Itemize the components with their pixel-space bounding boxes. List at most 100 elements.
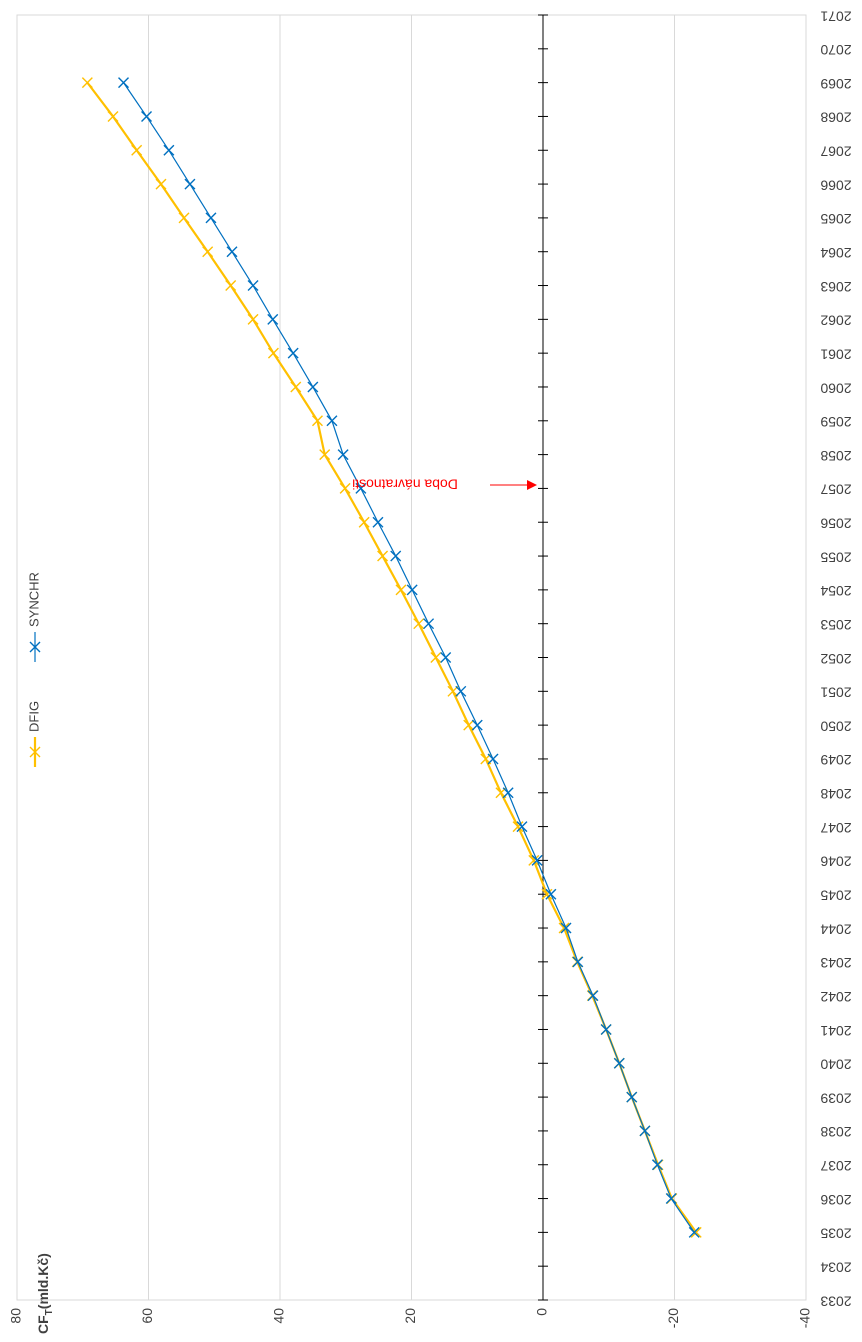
legend-label: DFIG (26, 701, 41, 732)
x-tick-label: 2063 (820, 279, 851, 295)
marker (688, 1226, 700, 1238)
y-tick-label: 80 (8, 1308, 24, 1324)
marker (471, 719, 483, 731)
x-tick-label: 2057 (820, 482, 851, 498)
marker (651, 1159, 663, 1171)
x-tick-label: 2059 (820, 414, 851, 430)
x-tick-label: 2052 (820, 651, 851, 667)
marker (355, 482, 367, 494)
x-tick-label: 2067 (820, 144, 851, 160)
x-tick-label: 2070 (820, 42, 851, 58)
marker (545, 888, 557, 900)
marker (339, 482, 351, 494)
marker (406, 584, 418, 596)
x-tick-label: 2065 (820, 211, 851, 227)
marker (225, 280, 237, 292)
marker (337, 449, 349, 461)
x-tick-label: 2055 (820, 549, 851, 565)
y-label-sub: T (44, 1309, 55, 1315)
marker (541, 888, 553, 900)
marker (372, 516, 384, 528)
marker (531, 854, 543, 866)
marker (118, 77, 130, 89)
y-tick-label: 60 (139, 1308, 155, 1324)
marker (560, 922, 572, 934)
x-tick-label: 2053 (820, 617, 851, 633)
marker (377, 550, 389, 562)
marker (247, 313, 259, 325)
y-tick-label: 0 (534, 1308, 550, 1316)
marker (326, 415, 338, 427)
legend-marker (29, 746, 41, 758)
marker (307, 381, 319, 393)
marker (665, 1193, 677, 1205)
marker (319, 449, 331, 461)
x-tick-label: 2051 (820, 685, 851, 701)
x-tick-label: 2040 (820, 1057, 851, 1073)
x-tick-label: 2066 (820, 177, 851, 193)
rotated-chart: CFT(mld.Kč) -40-200204060802033203420352… (8, 8, 852, 1334)
x-tick-label: 2033 (820, 1293, 851, 1309)
marker (613, 1057, 625, 1069)
x-tick-label: 2054 (820, 583, 851, 599)
marker (455, 685, 467, 697)
marker (516, 821, 528, 833)
x-tick-label: 2045 (820, 888, 851, 904)
marker (463, 719, 475, 731)
marker (528, 854, 540, 866)
annotation: Doba návratnosti (352, 476, 458, 492)
marker (202, 246, 214, 258)
marker (587, 990, 599, 1002)
marker (178, 212, 190, 224)
x-tick-label: 2037 (820, 1158, 851, 1174)
x-tick-label: 2064 (820, 245, 851, 261)
marker (487, 753, 499, 765)
marker (395, 584, 407, 596)
marker (267, 313, 279, 325)
marker (184, 178, 196, 190)
marker (247, 280, 259, 292)
marker (81, 77, 93, 89)
x-tick-label: 2050 (820, 718, 851, 734)
x-tick-label: 2046 (820, 854, 851, 870)
marker (626, 1091, 638, 1103)
marker (358, 516, 370, 528)
marker (163, 144, 175, 156)
y-axis-label: CFT(mld.Kč) (35, 1253, 55, 1334)
x-tick-label: 2069 (820, 76, 851, 92)
marker (290, 381, 302, 393)
y-label-main: CF (35, 1315, 51, 1334)
y-label-unit: (mld.Kč) (35, 1253, 51, 1309)
marker (430, 652, 442, 663)
x-tick-label: 2048 (820, 786, 851, 802)
x-tick-label: 2062 (820, 313, 851, 329)
marker (141, 110, 153, 122)
marker (131, 144, 143, 156)
marker (267, 347, 279, 359)
x-tick-label: 2049 (820, 752, 851, 768)
x-tick-label: 2034 (820, 1259, 851, 1275)
x-tick-label: 2061 (820, 346, 851, 362)
marker (423, 618, 435, 630)
marker (447, 685, 459, 697)
x-tick-label: 2056 (820, 516, 851, 532)
marker (639, 1125, 651, 1137)
marker (287, 347, 299, 359)
x-tick-label: 2043 (820, 955, 851, 971)
marker (690, 1226, 702, 1238)
y-tick-label: -20 (665, 1308, 681, 1328)
x-tick-label: 2036 (820, 1192, 851, 1208)
marker (226, 246, 238, 258)
marker (512, 821, 524, 833)
x-tick-label: 2068 (820, 110, 851, 126)
marker (155, 178, 167, 190)
x-tick-label: 2047 (820, 820, 851, 836)
x-tick-label: 2039 (820, 1090, 851, 1106)
marker (440, 652, 452, 663)
marker (413, 618, 425, 630)
marker (600, 1023, 612, 1035)
annotation-arrowhead (527, 480, 537, 490)
marker (502, 787, 514, 799)
x-tick-label: 2038 (820, 1124, 851, 1140)
